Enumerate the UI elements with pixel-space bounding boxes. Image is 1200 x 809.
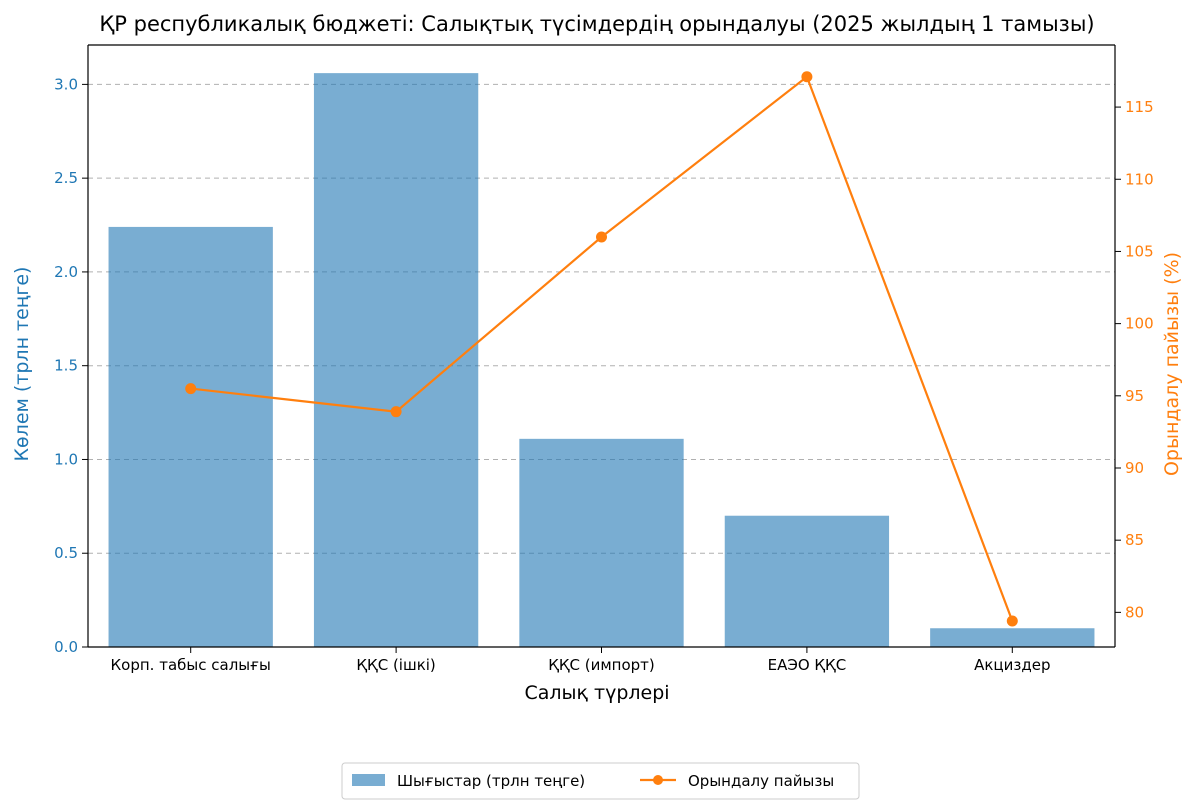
y2-tick-label: 100	[1125, 315, 1154, 333]
line-series	[185, 71, 1018, 627]
bar	[108, 226, 273, 647]
x-tick-label: Корп. табыс салығы	[111, 656, 271, 674]
y-tick-label: 3.0	[54, 75, 78, 93]
y2-tick-label: 105	[1125, 242, 1154, 260]
bar	[724, 515, 890, 647]
y2-tick-label: 80	[1125, 603, 1144, 621]
line-point	[596, 231, 607, 243]
legend: Шығыстар (трлн теңге) Орындалу пайызы	[341, 762, 860, 800]
y2-tick-label: 110	[1125, 170, 1154, 188]
legend-line-marker	[653, 775, 663, 785]
y2-tick-label: 95	[1125, 387, 1144, 405]
y2-tick-label: 115	[1125, 98, 1154, 116]
line-point	[390, 406, 402, 418]
legend-bar-swatch	[352, 774, 385, 786]
legend-bar-label: Шығыстар (трлн теңге)	[397, 772, 585, 790]
y-tick-label: 1.5	[54, 357, 78, 375]
axes-frame	[82, 44, 1121, 653]
y2-tick-label: 90	[1125, 459, 1144, 477]
bar-series	[108, 73, 1095, 647]
chart-title: ҚР республикалық бюджеті: Салықтық түсім…	[99, 12, 1094, 36]
x-axis-label: Салық түрлері	[524, 682, 669, 704]
tick-labels: 0.0 0.5 1.0 1.5 2.0 2.5 3.0 80 85 90 95 100 105 110 11…	[54, 75, 1154, 674]
y-tick-label: 2.0	[54, 263, 78, 281]
line-point	[1006, 615, 1018, 627]
x-tick-label: ҚҚС (импорт)	[548, 656, 655, 674]
y-tick-label: 0.5	[54, 544, 78, 562]
bar	[313, 73, 479, 647]
y-tick-label: 0.0	[54, 638, 78, 656]
line-point	[801, 71, 813, 83]
line-point	[185, 383, 197, 395]
y-tick-label: 1.0	[54, 450, 78, 468]
y-axis-label: Көлем (трлн теңге)	[11, 267, 33, 462]
y2-tick-label: 85	[1125, 531, 1144, 549]
x-tick-label: Акциздер	[974, 656, 1050, 674]
legend-line-label: Орындалу пайызы	[688, 772, 834, 790]
legend-frame	[341, 762, 860, 800]
bar	[519, 438, 684, 647]
x-tick-label: ЕАЭО ҚҚС	[768, 656, 847, 674]
x-tick-label: ҚҚС (ішкі)	[356, 656, 435, 674]
y2-axis-label: Орындалу пайызы (%)	[1161, 252, 1183, 476]
y-tick-label: 2.5	[54, 169, 78, 187]
bar	[930, 628, 1095, 647]
